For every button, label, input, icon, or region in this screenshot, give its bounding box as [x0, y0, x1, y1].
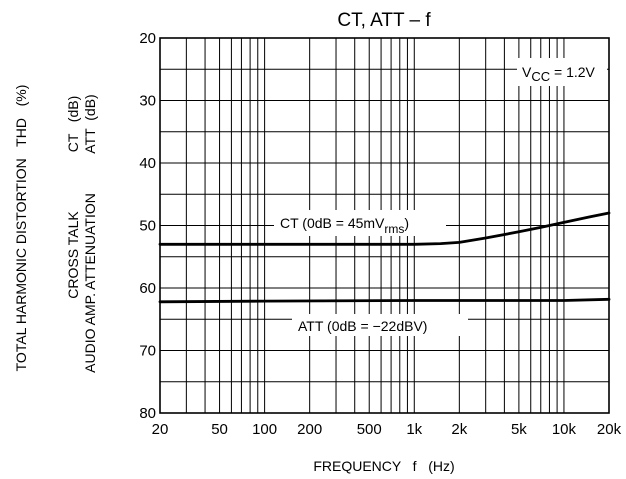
- vcc-condition-label: VCC = 1.2V: [517, 58, 607, 86]
- y-tick-label: 80: [139, 405, 156, 422]
- att-series-label: ATT (0dB = −22dBV): [292, 314, 468, 336]
- y-tick-label: 20: [139, 30, 156, 47]
- ct-curve: [158, 211, 611, 246]
- x-tick-label: 20k: [597, 421, 622, 438]
- x-tick-label: 10k: [552, 421, 577, 438]
- y-tick-label: 30: [139, 93, 156, 110]
- x-tick-label: 5k: [511, 421, 527, 438]
- y-tick-label: 50: [139, 218, 156, 235]
- curves: [158, 211, 611, 304]
- svg-text:CT (0dB = 45mVrms): CT (0dB = 45mVrms): [280, 215, 409, 236]
- y-axis-label-crosstalk: CROSS TALK: [65, 211, 81, 299]
- y-axis-unit-att: ATT (dB): [82, 94, 98, 153]
- y-axis-label-thd: TOTAL HARMONIC DISTORTION THD (%): [13, 85, 29, 372]
- x-tick-label: 500: [357, 421, 382, 438]
- att-curve: [158, 297, 611, 304]
- x-tick-label: 2k: [451, 421, 467, 438]
- y-axis-label-attenuation: AUDIO AMP. ATTENUATION: [82, 193, 98, 373]
- x-tick-label: 1k: [406, 421, 422, 438]
- x-tick-label: 100: [252, 421, 277, 438]
- x-tick-label: 20: [152, 421, 169, 438]
- x-tick-label: 50: [211, 421, 228, 438]
- plot-frame: [159, 37, 610, 414]
- x-tick-label: 200: [297, 421, 322, 438]
- y-axis-unit-ct: CT (dB): [65, 96, 81, 153]
- y-tick-label: 70: [139, 343, 156, 360]
- ct-series-label: CT (0dB = 45mVrms): [274, 210, 446, 236]
- chart-title: CT, ATT – f: [337, 10, 431, 31]
- svg-text:VCC = 1.2V: VCC = 1.2V: [522, 64, 596, 84]
- y-tick-label: 60: [139, 280, 156, 297]
- svg-text:ATT (0dB = −22dBV): ATT (0dB = −22dBV): [298, 318, 427, 334]
- y-tick-label: 40: [139, 155, 156, 172]
- x-axis-label: FREQUENCY f (Hz): [313, 458, 454, 474]
